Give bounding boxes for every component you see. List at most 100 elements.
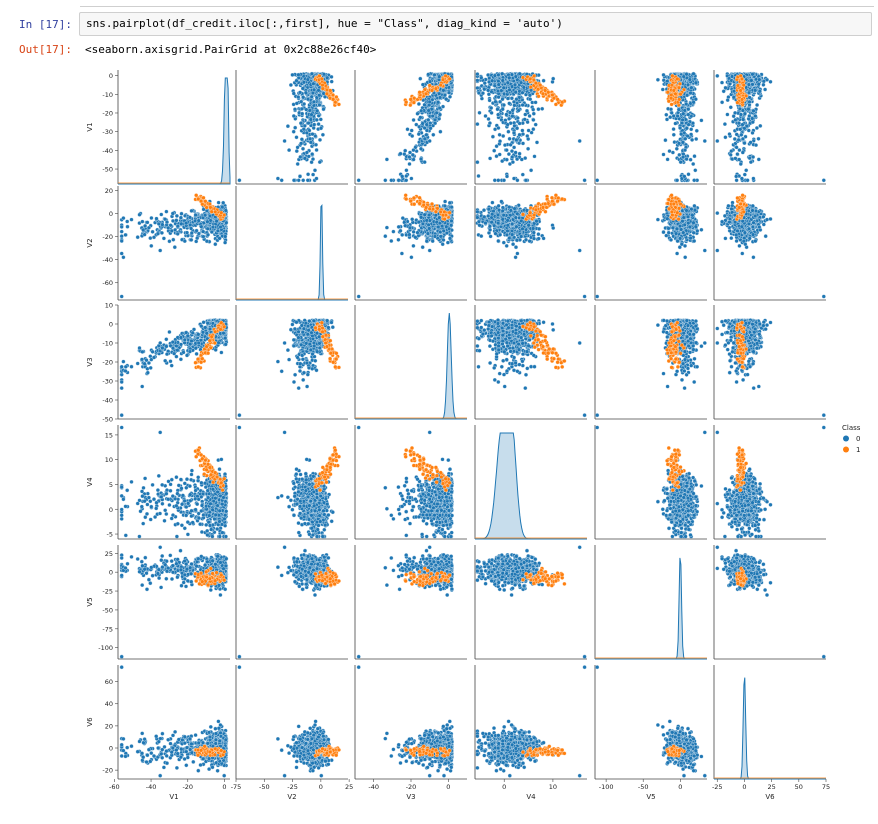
- scatter-point-class-1: [677, 98, 681, 102]
- scatter-point-class-0: [201, 230, 205, 234]
- scatter-point-class-0: [476, 160, 480, 164]
- scatter-point-class-0: [311, 132, 315, 136]
- scatter-point-class-1: [337, 103, 341, 107]
- kde-curve-class-0: [118, 78, 230, 184]
- scatter-point-class-0: [205, 239, 209, 243]
- scatter-point-class-0: [665, 118, 669, 122]
- scatter-point-class-0: [749, 141, 753, 145]
- scatter-point-class-0: [315, 148, 319, 152]
- scatter-point-class-0: [149, 244, 153, 248]
- pairplot-panel-V2-V2: [236, 186, 348, 300]
- scatter-point-class-0: [311, 91, 315, 95]
- scatter-point-class-0: [216, 229, 220, 233]
- scatter-point-class-0: [741, 118, 745, 122]
- scatter-point-class-0: [414, 123, 418, 127]
- scatter-point-class-1: [739, 89, 743, 93]
- scatter-point-class-1: [321, 83, 325, 87]
- scatter-point-class-0: [747, 91, 751, 95]
- scatter-point-class-0: [496, 178, 500, 182]
- scatter-point-class-0: [199, 225, 203, 229]
- scatter-point-class-1: [543, 89, 547, 93]
- scatter-point-class-0: [165, 210, 169, 214]
- scatter-point-class-0: [694, 81, 698, 85]
- scatter-point-class-0: [179, 222, 183, 226]
- pairplot-panel-V1-V5: [595, 70, 707, 184]
- scatter-point-class-0: [412, 230, 416, 234]
- scatter-point-class-0: [303, 157, 307, 161]
- scatter-point-class-0: [304, 91, 308, 95]
- scatter-point-class-0: [689, 127, 693, 131]
- scatter-point-class-0: [297, 73, 301, 77]
- scatter-point-class-0: [751, 83, 755, 87]
- scatter-point-class-0: [293, 126, 297, 130]
- scatter-point-class-0: [311, 173, 315, 177]
- code-editor[interactable]: sns.pairplot(df_credit.iloc[:,first], hu…: [79, 12, 872, 36]
- scatter-point-class-0: [679, 132, 683, 136]
- scatter-point-class-1: [412, 101, 416, 105]
- scatter-point-class-0: [724, 135, 728, 139]
- scatter-point-class-0: [516, 116, 520, 120]
- scatter-point-class-0: [514, 75, 518, 79]
- scatter-point-class-0: [306, 78, 310, 82]
- scatter-point-class-0: [385, 158, 389, 162]
- scatter-point-class-0: [218, 237, 222, 241]
- scatter-point-class-0: [757, 137, 761, 141]
- scatter-point-class-0: [298, 91, 302, 95]
- scatter-point-class-0: [752, 177, 756, 181]
- scatter-point-class-0: [389, 178, 393, 182]
- scatter-point-class-0: [723, 122, 727, 126]
- scatter-point-class-0: [322, 72, 326, 76]
- scatter-point-class-0: [676, 114, 680, 118]
- scatter-point-class-0: [419, 116, 423, 120]
- scatter-point-class-0: [176, 232, 180, 236]
- scatter-point-class-0: [743, 112, 747, 116]
- scatter-point-class-0: [152, 235, 156, 239]
- scatter-point-class-0: [304, 108, 308, 112]
- scatter-point-class-1: [428, 84, 432, 88]
- scatter-point-class-0: [734, 157, 738, 161]
- input-cell[interactable]: In [17]: sns.pairplot(df_credit.iloc[:,f…: [0, 12, 878, 38]
- scatter-point-class-0: [685, 157, 689, 161]
- scatter-point-class-0: [715, 139, 719, 143]
- scatter-point-class-0: [431, 114, 435, 118]
- scatter-point-class-1: [736, 101, 740, 105]
- scatter-point-class-0: [295, 149, 299, 153]
- scatter-point-class-1: [537, 94, 541, 98]
- scatter-point-class-0: [687, 123, 691, 127]
- scatter-point-class-0: [217, 201, 221, 205]
- scatter-point-class-0: [739, 162, 743, 166]
- scatter-point-class-0: [535, 141, 539, 145]
- scatter-point-class-0: [683, 175, 687, 179]
- scatter-point-class-0: [732, 95, 736, 99]
- scatter-point-class-0: [738, 148, 742, 152]
- scatter-point-class-0: [518, 133, 522, 137]
- scatter-point-class-0: [143, 233, 147, 237]
- scatter-point-class-0: [124, 233, 128, 237]
- scatter-point-class-0: [476, 79, 480, 83]
- scatter-point-class-0: [299, 100, 303, 104]
- scatter-point-class-0: [662, 73, 666, 77]
- scatter-point-class-0: [720, 100, 724, 104]
- scatter-point-class-0: [147, 226, 151, 230]
- scatter-point-class-0: [190, 231, 194, 235]
- scatter-point-class-0: [287, 148, 291, 152]
- scatter-point-class-0: [120, 225, 124, 229]
- scatter-point-class-0: [500, 159, 504, 163]
- scatter-point-class-0: [136, 235, 140, 239]
- scatter-point-class-0: [223, 241, 227, 245]
- scatter-point-class-0: [507, 117, 511, 121]
- scatter-point-class-0: [385, 226, 389, 230]
- scatter-point-class-0: [419, 157, 423, 161]
- scatter-point-class-0: [521, 173, 525, 177]
- scatter-point-class-0: [518, 122, 522, 126]
- scatter-point-class-0: [685, 93, 689, 97]
- scatter-point-class-0: [317, 93, 321, 97]
- scatter-point-class-0: [399, 229, 403, 233]
- scatter-point-class-0: [138, 213, 142, 217]
- scatter-point-class-0: [175, 219, 179, 223]
- scatter-point-class-0: [677, 108, 681, 112]
- scatter-point-class-1: [672, 89, 676, 93]
- scatter-point-class-0: [126, 225, 130, 229]
- scatter-point-class-0: [408, 162, 412, 166]
- scatter-point-class-0: [694, 137, 698, 141]
